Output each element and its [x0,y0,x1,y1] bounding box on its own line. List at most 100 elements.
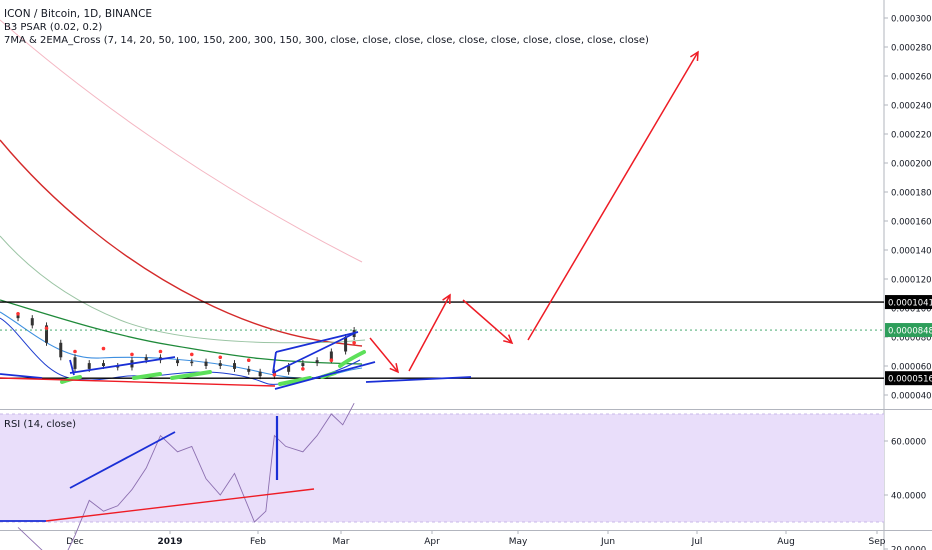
psar-dot [101,346,106,351]
psar-dot [44,326,49,331]
price-candle [144,357,148,361]
trendline-blue [275,331,359,353]
projection-arrow-up-2-head [690,50,699,62]
volume-highlight-stroke [338,350,366,368]
price-marker-badge [885,323,932,338]
ma-150-line [0,235,366,344]
projection-arrow-down-1 [369,337,399,373]
projection-arrow-down-1-head [389,363,400,374]
price-candle [344,337,348,352]
price-candle [45,325,49,343]
rsi-indicator-label: RSI (14, close) [4,419,77,430]
rsi-tick-label: 40.0000 [891,492,926,502]
time-tick-label: Jun [600,537,615,547]
rsi-band [0,414,884,522]
trendline-blue [274,361,376,390]
time-tick-label: Mar [333,537,350,547]
price-candle [258,371,262,377]
price-candle [287,366,291,372]
trendline-blue [69,359,75,376]
price-tick-label: 0.0000400 [891,392,932,402]
price-candle [301,363,305,366]
psar-dot [272,372,277,377]
time-tick-label: Jul [691,537,703,547]
psar-dot [352,341,356,345]
rsi-trendline-red [45,488,315,522]
volume-highlight-stroke [60,375,82,384]
projection-arrow-down-2-head [503,334,514,345]
trendline-blue [272,351,277,374]
time-tick-label: Aug [777,537,795,547]
price-candle [101,363,105,366]
volume-highlight-stroke [278,376,312,386]
rsi-line [17,402,355,550]
time-tick-label: Feb [250,537,266,547]
price-candle [16,315,20,319]
ma-300-line [0,19,363,263]
trendline-blue [272,331,358,374]
price-candle [190,361,194,364]
trendline-blue [69,356,176,374]
rsi-tick-label: 20.0000 [891,546,926,550]
price-candle [204,361,208,366]
price-candle [87,363,91,369]
time-tick-label: Dec [66,537,83,547]
psar-indicator-label: B3 PSAR (0.02, 0.2) [4,22,103,33]
volume-highlight-stroke [132,372,162,380]
ma-cross-indicator-label: 7MA & 2EMA_Cross (7, 14, 20, 50, 100, 15… [4,35,649,46]
price-candle [59,342,63,358]
psar-dot [158,349,163,354]
price-marker-label: 0.0001041 [888,299,932,309]
projection-arrow-down-2 [462,299,513,344]
volume-highlight-stroke [170,370,212,380]
price-marker-label: 0.0000516 [888,375,932,385]
trendline-blue [0,373,43,379]
time-tick-label: May [509,537,528,547]
price-candle [329,351,333,361]
price-candle [73,357,77,369]
psar-dot [246,358,251,363]
price-candle [116,366,120,368]
ma-100-line [0,299,363,365]
price-candle [218,363,222,366]
projection-arrow-up-1-head [442,293,451,305]
price-marker-badge [885,371,932,386]
psar-dot [73,349,77,354]
psar-dot [16,312,20,316]
trendline-red [0,377,276,387]
psar-dot [189,352,194,357]
time-tick-label: Sep [869,537,886,547]
psar-dot [301,367,305,371]
psar-dot [218,355,223,360]
psar-dot [130,352,134,357]
price-candle [315,360,319,364]
rsi-tick-label: 60.0000 [891,438,926,448]
projection-arrow-up-1 [408,294,451,372]
psar-dot [329,358,334,363]
price-candle [30,318,34,326]
price-marker-label: 0.0000848 [888,327,932,337]
price-candle [233,363,237,369]
rsi-trendline-blue [69,431,176,489]
price-marker-badge [885,295,932,310]
price-candle [247,368,251,372]
time-tick-label: 2019 [157,537,182,547]
trendline-blue [365,376,472,383]
price-candle [176,360,180,364]
projection-arrow-up-2 [527,51,699,341]
time-tick-label: Apr [424,537,440,547]
